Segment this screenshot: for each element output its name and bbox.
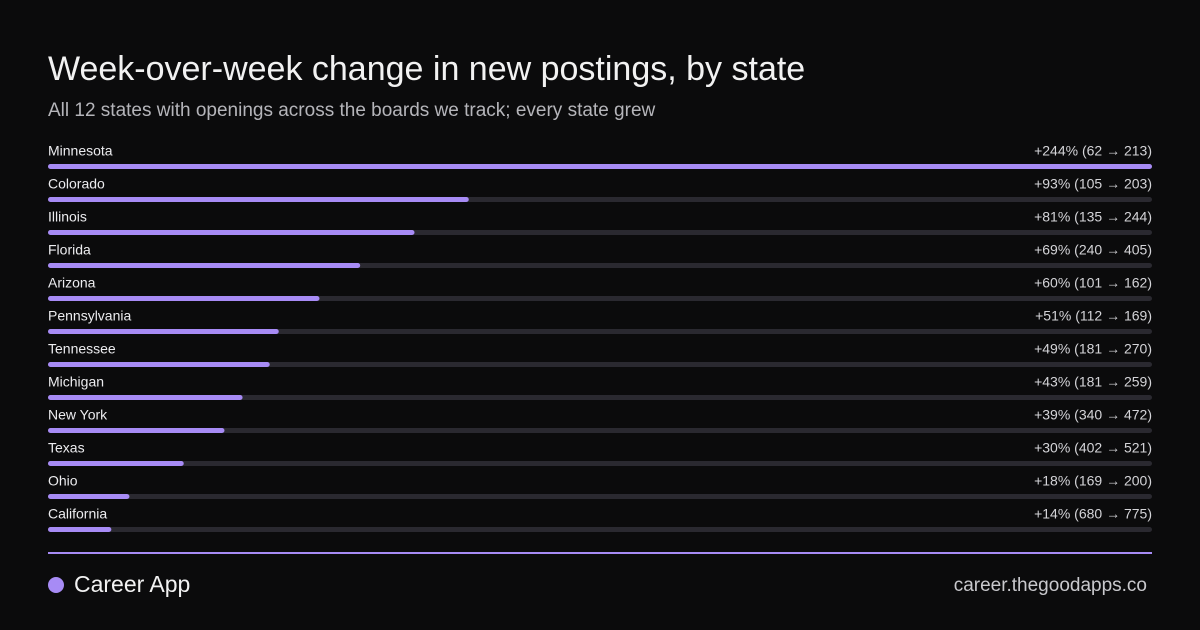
bar-track — [48, 527, 1152, 532]
bar — [48, 230, 415, 235]
value-label: +14% (680 → 775) — [1034, 506, 1152, 522]
category-label: New York — [48, 407, 108, 423]
bar-track — [48, 461, 1152, 466]
category-label: Tennessee — [48, 341, 116, 357]
bar — [48, 296, 320, 301]
value-label: +93% (105 → 203) — [1034, 176, 1152, 192]
brand-dot — [48, 577, 64, 593]
value-label: +81% (135 → 244) — [1034, 209, 1152, 225]
category-label: Ohio — [48, 473, 78, 489]
bar-track — [48, 362, 1152, 367]
bar — [48, 164, 1152, 169]
bar — [48, 461, 184, 466]
value-label: +51% (112 → 169) — [1035, 308, 1152, 324]
value-label: +30% (402 → 521) — [1034, 440, 1152, 456]
bar — [48, 494, 130, 499]
bar — [48, 197, 469, 202]
bar — [48, 395, 243, 400]
category-label: Michigan — [48, 374, 104, 390]
url: career.thegoodapps.co — [954, 575, 1147, 596]
value-label: +39% (340 → 472) — [1034, 407, 1152, 423]
category-label: Florida — [48, 242, 91, 258]
bar — [48, 428, 225, 433]
category-label: Minnesota — [48, 143, 113, 159]
category-label: Arizona — [48, 275, 96, 291]
bar-track — [48, 428, 1152, 433]
value-label: +49% (181 → 270) — [1034, 341, 1152, 357]
value-label: +18% (169 → 200) — [1034, 473, 1152, 489]
bar — [48, 263, 361, 268]
bar-track — [48, 494, 1152, 499]
bar-track — [48, 329, 1152, 334]
bar — [48, 329, 279, 334]
category-label: Pennsylvania — [48, 308, 131, 324]
brand: Career App — [74, 571, 190, 597]
bar — [48, 362, 270, 367]
category-label: Colorado — [48, 176, 105, 192]
value-label: +60% (101 → 162) — [1034, 275, 1152, 291]
category-label: California — [48, 506, 107, 522]
category-label: Illinois — [48, 209, 87, 225]
chart-subtitle: All 12 states with openings across the b… — [48, 100, 656, 121]
category-label: Texas — [48, 440, 85, 456]
bar — [48, 527, 112, 532]
bar-track — [48, 395, 1152, 400]
value-label: +43% (181 → 259) — [1034, 374, 1152, 390]
chart-title: Week-over-week change in new postings, b… — [48, 50, 805, 88]
value-label: +244% (62 → 213) — [1034, 143, 1152, 159]
value-label: +69% (240 → 405) — [1034, 242, 1152, 258]
bar-track — [48, 296, 1152, 301]
